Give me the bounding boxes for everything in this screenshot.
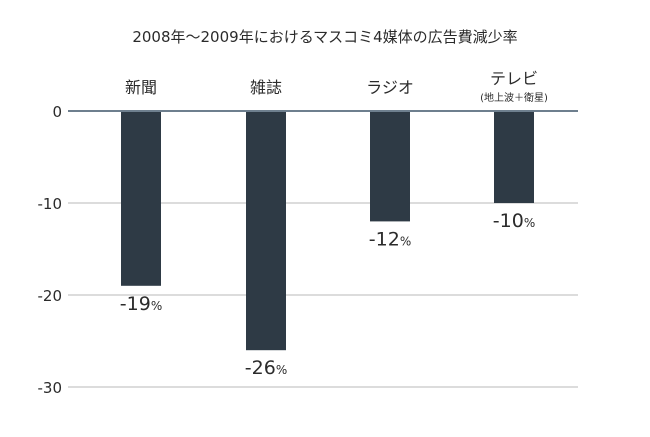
category-sublabel: (地上波＋衛星) bbox=[480, 91, 548, 104]
bar bbox=[370, 111, 410, 222]
bars bbox=[121, 111, 534, 351]
category-labels: 新聞 雑誌 ラジオ テレビ (地上波＋衛星) bbox=[125, 69, 548, 104]
data-label: -12% bbox=[369, 228, 411, 250]
y-tick-label: -10 bbox=[38, 195, 63, 213]
bar bbox=[246, 111, 286, 351]
category-label: テレビ bbox=[490, 69, 538, 88]
category-label: ラジオ bbox=[366, 78, 414, 97]
chart-title: 2008年〜2009年におけるマスコミ4媒体の広告費減少率 bbox=[132, 28, 517, 46]
data-label: -19% bbox=[120, 293, 162, 315]
y-axis-tick-labels: 0 -10 -20 -30 bbox=[38, 103, 63, 397]
bar bbox=[494, 111, 534, 203]
data-label: -26% bbox=[245, 357, 287, 379]
y-tick-label: 0 bbox=[52, 103, 62, 121]
y-tick-label: -20 bbox=[38, 287, 63, 305]
bar bbox=[121, 111, 161, 286]
data-label: -10% bbox=[493, 210, 535, 232]
category-label: 雑誌 bbox=[250, 78, 282, 97]
data-labels: -19% -26% -12% -10% bbox=[120, 210, 535, 379]
y-tick-label: -30 bbox=[38, 379, 63, 397]
category-label: 新聞 bbox=[125, 78, 157, 97]
